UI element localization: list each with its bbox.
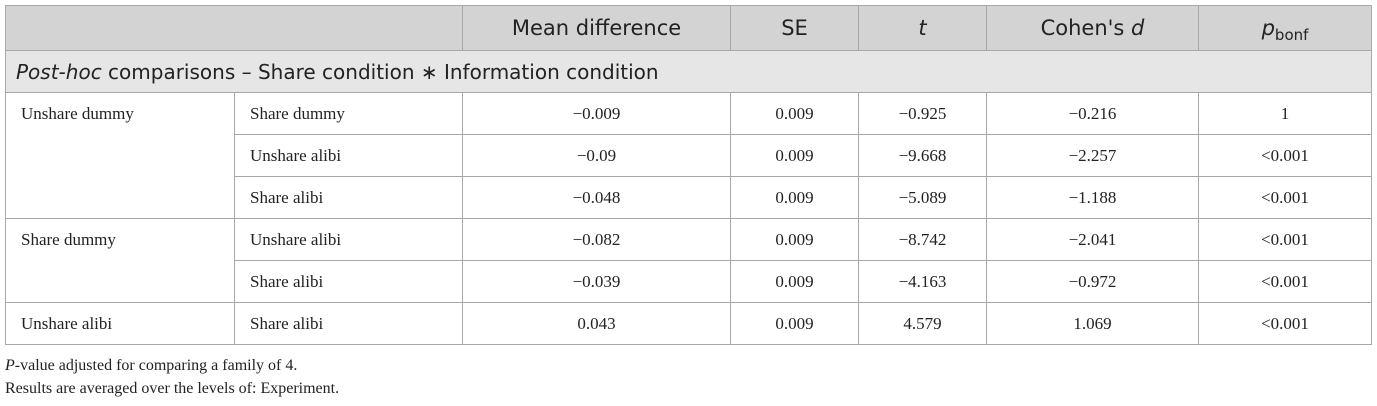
mean-difference-cell: −0.09	[462, 134, 731, 177]
comparison-cell: Share dummy	[234, 92, 463, 135]
se-cell: 0.009	[730, 134, 859, 177]
header-t-label: t	[918, 16, 927, 40]
post-hoc-table: Mean difference SE t Cohen's d pbonf Pos…	[5, 5, 1372, 345]
p-bonf-cell: <0.001	[1198, 218, 1372, 261]
p-bonf-cell: <0.001	[1198, 134, 1372, 177]
results-table-container: Mean difference SE t Cohen's d pbonf Pos…	[5, 5, 1372, 400]
table-row: Share dummy Unshare alibi −0.082 0.009 −…	[5, 218, 1372, 303]
section-title-italic: Post-hoc	[16, 59, 102, 84]
p-bonf-cell: <0.001	[1198, 176, 1372, 219]
cohens-d-cell: −0.216	[986, 92, 1199, 135]
p-bonf-cell: 1	[1198, 92, 1372, 135]
header-cohens-d: Cohen's d	[986, 5, 1199, 51]
table-row: Unshare dummy Share dummy −0.009 0.009 −…	[5, 92, 1372, 219]
mean-difference-cell: −0.039	[462, 260, 731, 303]
t-cell: −0.925	[858, 92, 987, 135]
comparison-cell: Share alibi	[234, 260, 463, 303]
mean-difference-cell: 0.043	[462, 302, 731, 345]
note-p-italic: P	[5, 357, 15, 374]
section-row: Post-hoc comparisons – Share condition ∗…	[5, 50, 1372, 93]
note-p-rest: -value adjusted for comparing a family o…	[14, 357, 298, 374]
se-cell: 0.009	[730, 176, 859, 219]
note-line-1: P-value adjusted for comparing a family …	[5, 354, 1371, 377]
comparison-cell: Unshare alibi	[234, 134, 463, 177]
cohens-d-cell: 1.069	[986, 302, 1199, 345]
se-cell: 0.009	[730, 92, 859, 135]
header-empty-cell	[5, 5, 463, 51]
se-cell: 0.009	[730, 302, 859, 345]
header-se: SE	[730, 5, 859, 51]
se-cell: 0.009	[730, 260, 859, 303]
t-cell: −9.668	[858, 134, 987, 177]
mean-difference-cell: −0.048	[462, 176, 731, 219]
t-cell: −5.089	[858, 176, 987, 219]
group-cell: Unshare dummy	[5, 92, 235, 219]
group-cell: Share dummy	[5, 218, 235, 303]
mean-difference-cell: −0.009	[462, 92, 731, 135]
comparison-cell: Share alibi	[234, 176, 463, 219]
comparison-cell: Share alibi	[234, 302, 463, 345]
header-p-subscript: bonf	[1274, 26, 1309, 44]
section-title: Post-hoc comparisons – Share condition ∗…	[5, 50, 1372, 93]
table-row: Unshare alibi −0.09 0.009 −9.668 −2.257 …	[6, 134, 1372, 177]
p-bonf-cell: <0.001	[1198, 302, 1372, 345]
header-cohens-label: Cohen's	[1040, 16, 1125, 40]
header-p-label: p	[1261, 16, 1275, 40]
se-cell: 0.009	[730, 218, 859, 261]
table-row: Share alibi −0.039 0.009 −4.163 −0.972 <…	[6, 260, 1372, 303]
group-cell: Unshare alibi	[5, 302, 235, 345]
cohens-d-cell: −2.041	[986, 218, 1199, 261]
p-bonf-cell: <0.001	[1198, 260, 1372, 303]
mean-difference-cell: −0.082	[462, 218, 731, 261]
comparison-cell: Unshare alibi	[234, 218, 463, 261]
cohens-d-cell: −1.188	[986, 176, 1199, 219]
table-row: Share alibi −0.048 0.009 −5.089 −1.188 <…	[6, 176, 1372, 219]
header-t: t	[858, 5, 987, 51]
header-p-bonf: pbonf	[1198, 5, 1372, 51]
note-line-2: Results are averaged over the levels of:…	[5, 380, 340, 397]
t-cell: −8.742	[858, 218, 987, 261]
t-cell: −4.163	[858, 260, 987, 303]
table-notes: P-value adjusted for comparing a family …	[5, 354, 1371, 400]
cohens-d-cell: −0.972	[986, 260, 1199, 303]
cohens-d-cell: −2.257	[986, 134, 1199, 177]
header-d-label: d	[1131, 16, 1145, 40]
section-title-rest: comparisons – Share condition ∗ Informat…	[101, 59, 659, 84]
t-cell: 4.579	[858, 302, 987, 345]
table-row: Unshare alibi Share alibi 0.043 0.009 4.…	[5, 302, 1372, 345]
header-row: Mean difference SE t Cohen's d pbonf	[5, 5, 1372, 51]
header-mean-difference: Mean difference	[462, 5, 731, 51]
